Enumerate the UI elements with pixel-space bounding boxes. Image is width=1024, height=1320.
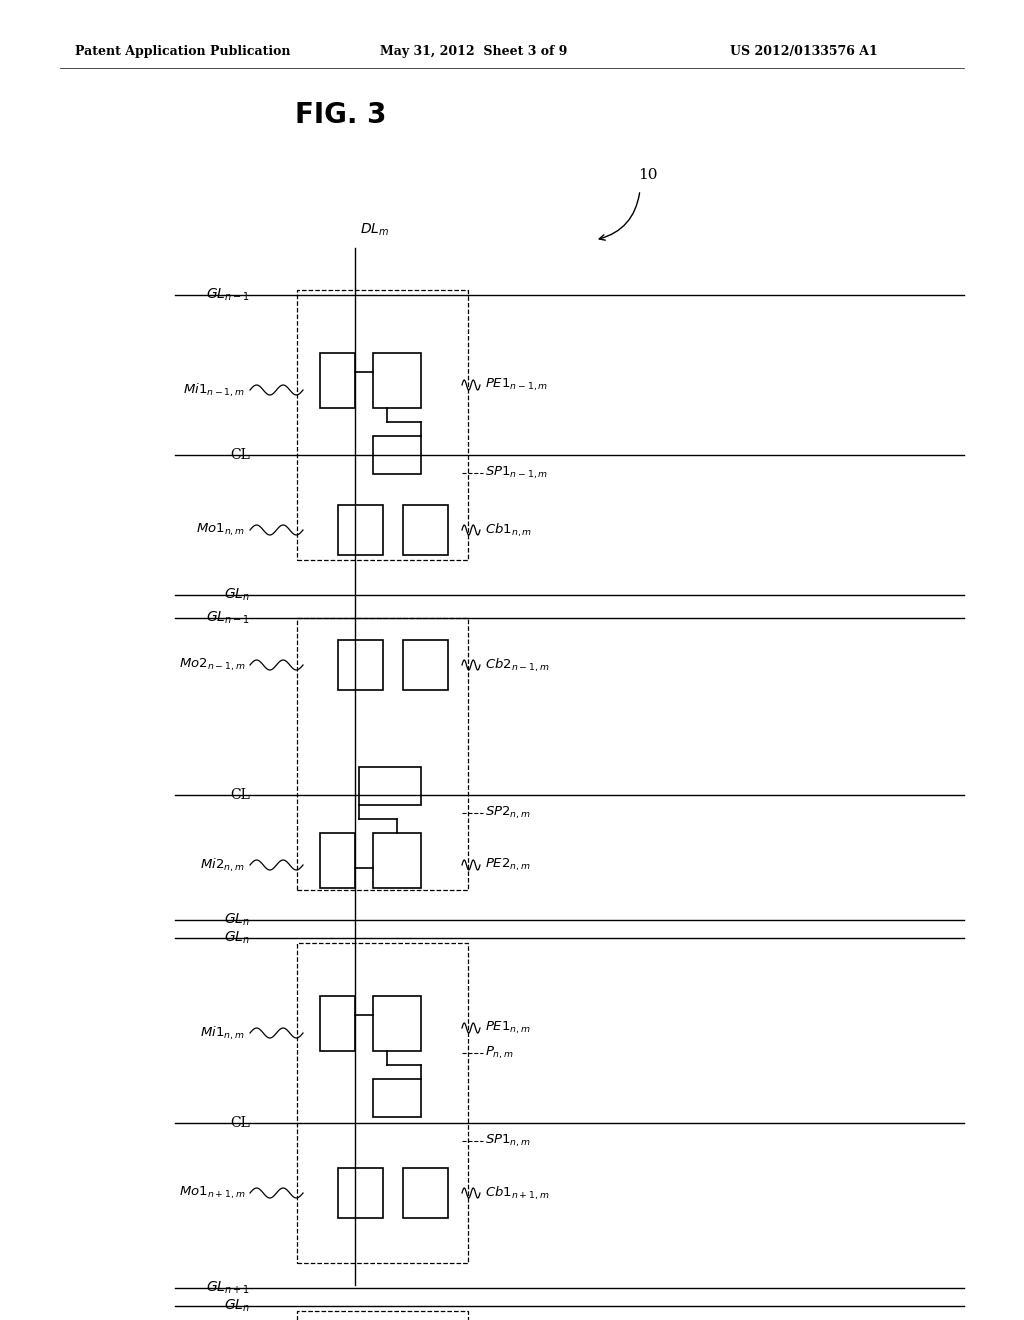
Bar [358,767,421,804]
Text: $P_{n,m}$: $P_{n,m}$ [485,1045,514,1061]
Bar [338,640,383,690]
Text: $GL_{n}$: $GL_{n}$ [224,912,250,928]
Bar [373,436,421,474]
Bar [297,290,468,560]
Text: CL: CL [230,788,250,803]
Bar [319,995,355,1051]
Bar [373,995,421,1051]
Text: $Cb1_{n+1,m}$: $Cb1_{n+1,m}$ [485,1184,550,1201]
FancyArrowPatch shape [599,193,640,240]
Text: FIG. 3: FIG. 3 [295,102,386,129]
Text: CL: CL [230,447,250,462]
Text: $PE2_{n,m}$: $PE2_{n,m}$ [485,857,530,874]
Bar [338,1168,383,1218]
Bar [297,1311,468,1320]
Bar [402,1168,447,1218]
Text: $GL_{n-1}$: $GL_{n-1}$ [206,286,250,304]
Text: $GL_{n+1}$: $GL_{n+1}$ [206,1280,250,1296]
Text: $Mo1_{n+1,m}$: $Mo1_{n+1,m}$ [178,1185,245,1201]
Bar [373,352,421,408]
Text: $GL_{n}$: $GL_{n}$ [224,1298,250,1315]
Text: CL: CL [230,1115,250,1130]
Bar [373,1078,421,1117]
Text: $Mi1_{n,m}$: $Mi1_{n,m}$ [201,1024,245,1041]
Text: 10: 10 [638,168,657,182]
Text: $GL_{n}$: $GL_{n}$ [224,587,250,603]
Bar [297,618,468,890]
Text: $DL_m$: $DL_m$ [360,222,389,238]
Text: $GL_{n}$: $GL_{n}$ [224,929,250,946]
Bar [373,833,421,887]
Bar [319,352,355,408]
Text: $Mi1_{n-1,m}$: $Mi1_{n-1,m}$ [183,381,245,399]
Bar [297,942,468,1263]
Text: Patent Application Publication: Patent Application Publication [75,45,291,58]
Text: $PE1_{n,m}$: $PE1_{n,m}$ [485,1020,530,1036]
Text: $SP1_{n,m}$: $SP1_{n,m}$ [485,1133,531,1150]
Bar [338,506,383,554]
Bar [402,640,447,690]
Bar [319,833,355,887]
Text: $Cb1_{n,m}$: $Cb1_{n,m}$ [485,521,532,539]
Bar [402,506,447,554]
Text: $PE1_{n-1,m}$: $PE1_{n-1,m}$ [485,376,548,393]
Text: US 2012/0133576 A1: US 2012/0133576 A1 [730,45,878,58]
Text: May 31, 2012  Sheet 3 of 9: May 31, 2012 Sheet 3 of 9 [380,45,567,58]
Text: $Cb2_{n-1,m}$: $Cb2_{n-1,m}$ [485,656,550,673]
Text: $GL_{n-1}$: $GL_{n-1}$ [206,610,250,626]
Text: $SP2_{n,m}$: $SP2_{n,m}$ [485,805,531,821]
Text: $SP1_{n-1,m}$: $SP1_{n-1,m}$ [485,465,548,482]
Text: $Mo1_{n,m}$: $Mo1_{n,m}$ [196,521,245,539]
Text: $Mi2_{n,m}$: $Mi2_{n,m}$ [201,857,245,874]
Text: $Mo2_{n-1,m}$: $Mo2_{n-1,m}$ [178,657,245,673]
